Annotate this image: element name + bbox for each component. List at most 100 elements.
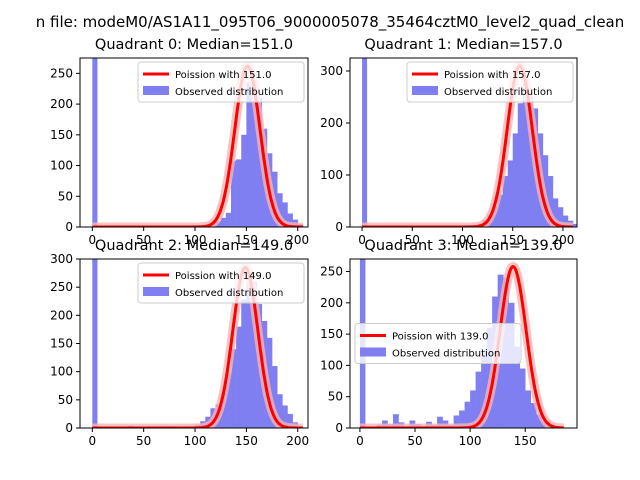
- quadrant-1-panel: 0 50 100 150 200 0 100 200 300 Quadrant 1: Median…: [320, 37, 578, 247]
- y-tick-label: 250: [320, 265, 343, 279]
- quadrant-1-plot-area: [358, 58, 577, 227]
- histogram-bar: [453, 415, 460, 428]
- histogram-bar: [492, 206, 498, 227]
- histogram-bar: [464, 401, 471, 428]
- histogram-bar: [392, 414, 399, 428]
- histogram-bar: [522, 81, 529, 227]
- histogram-bar: [514, 346, 520, 428]
- y-tick-label: 150: [320, 327, 343, 341]
- quadrant-2-panel: 0 50 100 150 200 0 50 100 150 200 250 300 Quadrant 2…: [50, 238, 309, 448]
- x-tick-label: 0: [356, 434, 364, 448]
- y-tick-label: 0: [335, 421, 343, 435]
- legend-poisson-label: Poission with 151.0: [175, 70, 271, 81]
- y-tick-label: 0: [65, 421, 73, 435]
- histogram-bar: [225, 212, 232, 227]
- histogram-bar: [287, 413, 293, 428]
- histogram-bar: [230, 160, 237, 227]
- legend-observed-label: Observed distribution: [175, 87, 283, 98]
- legend-poisson-value: 139.0: [460, 332, 489, 343]
- y-tick-label: 250: [50, 280, 73, 294]
- histogram-bar: [502, 176, 508, 227]
- x-tick-label: 50: [407, 434, 422, 448]
- legend-poisson-prefix: Poission with: [392, 332, 460, 343]
- histogram-bar: [572, 223, 577, 227]
- legend-hist-swatch: [143, 86, 169, 95]
- histogram-bar: [225, 372, 232, 428]
- x-tick-label: 0: [89, 233, 97, 247]
- y-tick-label: 100: [50, 365, 73, 379]
- legend-box: [406, 61, 574, 103]
- histogram-bar: [241, 134, 247, 227]
- axes-frame: [349, 258, 578, 429]
- histogram-bar: [530, 402, 537, 428]
- legend: Poission with 139.0 Observed distribution: [354, 323, 522, 364]
- y-tick-label: 100: [50, 159, 73, 173]
- quadrant-3-title: Quadrant 3: Median=139.0: [364, 238, 562, 254]
- x-tick-label: 200: [286, 434, 309, 448]
- x-tick-label: 50: [136, 434, 151, 448]
- histogram-bar: [519, 368, 526, 428]
- histogram-bar: [557, 207, 564, 227]
- histogram-bar: [215, 221, 222, 227]
- histogram-bar: [287, 213, 293, 227]
- histogram-bar: [517, 103, 524, 227]
- x-tick-label: 200: [551, 233, 574, 247]
- histogram-bar: [525, 390, 532, 428]
- histogram-bar: [512, 133, 519, 227]
- histogram-bar: [497, 194, 503, 227]
- legend: Poission with 151.0 Observed distribution: [137, 61, 305, 103]
- histogram-bar: [282, 202, 288, 227]
- legend: Poission with 157.0 Observed distribution: [406, 61, 574, 103]
- x-tick-label: 50: [405, 233, 420, 247]
- x-tick-label: 100: [184, 434, 207, 448]
- legend-poisson-value: 149.0: [243, 271, 272, 282]
- legend: Poission with 149.0 Observed distribution: [137, 262, 305, 304]
- x-tick-label: 100: [459, 434, 482, 448]
- histogram-bar: [251, 281, 257, 428]
- legend-observed-label: Observed distribution: [392, 349, 500, 360]
- y-tick-label: 0: [335, 220, 343, 234]
- x-tick-label: 100: [451, 233, 474, 247]
- y-tick-label: 50: [328, 390, 343, 404]
- quadrant-0-panel: 0 50 100 150 200 0 50 100 150 200 250 Quadrant 0: M…: [50, 37, 309, 247]
- legend-observed-label: Observed distribution: [444, 87, 552, 98]
- histogram-bar: [362, 58, 368, 227]
- histogram-bar: [547, 176, 554, 227]
- y-tick-label: 200: [320, 296, 343, 310]
- legend-hist-swatch: [143, 287, 169, 296]
- x-tick-label: 100: [184, 233, 207, 247]
- histogram-bar: [475, 371, 482, 428]
- histogram-bar: [481, 349, 487, 428]
- histogram-bar: [230, 349, 237, 428]
- histogram-bar: [562, 215, 569, 227]
- histogram-bar: [272, 366, 278, 428]
- legend-poisson-value: 157.0: [512, 70, 541, 81]
- legend-box: [137, 262, 305, 304]
- x-tick-label: 0: [358, 233, 366, 247]
- histogram-bar: [92, 259, 98, 428]
- y-tick-label: 200: [320, 116, 343, 130]
- y-tick-label: 150: [50, 337, 73, 351]
- x-tick-label: 200: [286, 233, 309, 247]
- x-tick-label: 150: [235, 233, 258, 247]
- histogram-bar: [92, 58, 98, 227]
- legend-poisson-label: Poission with 149.0: [175, 271, 271, 282]
- y-tick-label: 150: [50, 128, 73, 142]
- histogram-bar: [241, 299, 247, 428]
- histogram-bar: [507, 160, 514, 227]
- x-tick-label: 150: [514, 434, 537, 448]
- y-tick-label: 200: [50, 308, 73, 322]
- legend-hist-swatch: [412, 86, 438, 95]
- histogram-bar: [256, 97, 263, 227]
- histogram-bar: [282, 405, 288, 428]
- histogram-bar: [527, 97, 534, 227]
- poisson-fit-line: [361, 64, 574, 227]
- quadrant-2-title: Quadrant 2: Median=149.0: [95, 238, 293, 254]
- quadrant-3-panel: 0 50 100 150 0 50 100 150 200 250 Quadrant 3: Medi…: [320, 238, 578, 448]
- y-tick-label: 50: [58, 393, 73, 407]
- histogram-bar: [277, 193, 283, 227]
- axes-frame: [79, 57, 309, 228]
- legend-poisson-prefix: Poission with: [175, 271, 243, 282]
- quadrant-1-title: Quadrant 1: Median=157.0: [364, 37, 562, 53]
